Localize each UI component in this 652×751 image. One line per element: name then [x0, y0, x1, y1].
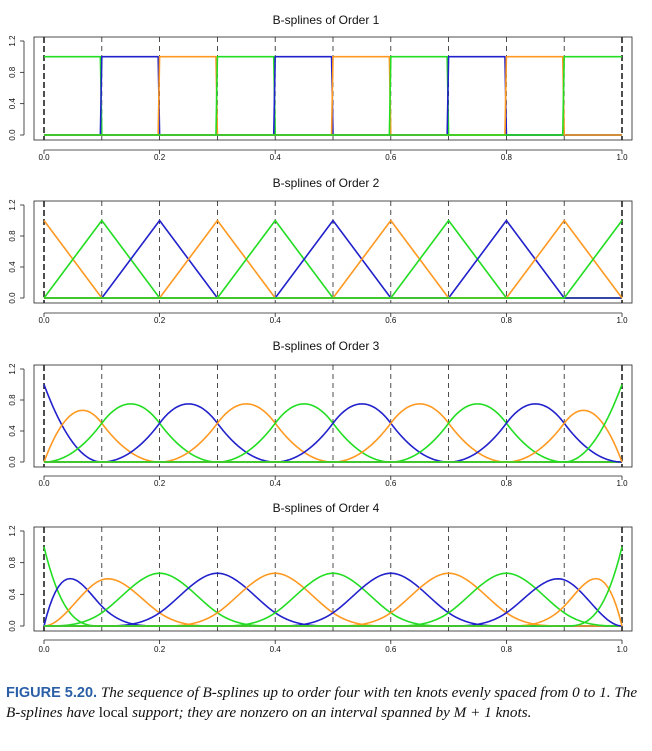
plot-frame [33, 200, 633, 304]
chart-panel-order-3: B-splines of Order 3 0.0 0.2 0.4 0.6 0.8 1.0 0.… [8, 339, 633, 488]
x-tick-label: 0.4 [270, 645, 282, 654]
y-tick-label: 0.4 [8, 588, 17, 600]
y-tick-label: 0.8 [8, 394, 17, 406]
x-tick-label: 0.0 [38, 153, 50, 162]
chart-title: B-splines of Order 4 [273, 501, 380, 515]
x-tick-label: 0.8 [501, 316, 513, 325]
caption-text-3: knots. [491, 704, 532, 721]
figure-label: FIGURE 5.20. [6, 685, 98, 701]
x-tick-label: 0.8 [501, 479, 513, 488]
x-tick-label: 0.0 [38, 316, 50, 325]
y-tick-label: 1.2 [8, 525, 17, 537]
x-tick-label: 1.0 [616, 479, 628, 488]
chart-panel-order-4: B-splines of Order 4 0.0 0.2 0.4 0.6 0.8 1.0 0.… [8, 501, 633, 654]
y-tick-label: 1.2 [8, 35, 17, 47]
y-tick-label: 0.0 [8, 292, 17, 304]
y-tick-label: 1.2 [8, 363, 17, 375]
x-tick-label: 0.0 [38, 645, 50, 654]
x-tick-label: 0.4 [270, 153, 282, 162]
x-tick-label: 0.6 [385, 645, 397, 654]
basis-curve-11 [44, 220, 623, 299]
basis-curve-2 [43, 409, 622, 463]
caption-text-2: support; they are nonzero on an interval… [128, 704, 454, 721]
basis-curve-13 [44, 546, 623, 627]
y-tick-label: 0.4 [8, 98, 17, 110]
x-tick-label: 0.4 [270, 316, 282, 325]
x-tick-label: 0.6 [385, 479, 397, 488]
y-tick-label: 0.0 [8, 129, 17, 141]
plot-frame [33, 526, 633, 632]
caption-text-1: The sequence of B-splines up to order fo… [6, 684, 638, 721]
y-tick-label: 0.0 [8, 456, 17, 468]
y-tick-label: 0.0 [8, 620, 17, 632]
plot-frame [33, 364, 633, 468]
x-tick-label: 0.4 [270, 479, 282, 488]
x-tick-label: 0.2 [154, 153, 166, 162]
y-tick-label: 0.4 [8, 425, 17, 437]
basis-curve-11 [44, 409, 623, 463]
x-tick-label: 1.0 [616, 316, 628, 325]
y-tick-label: 0.8 [8, 230, 17, 242]
chart-title: B-splines of Order 1 [273, 13, 380, 27]
chart-title: B-splines of Order 3 [273, 339, 380, 353]
x-tick-label: 1.0 [616, 645, 628, 654]
figure-panels: B-splines of Order 1 0.0 0.2 0.4 0.6 0.8 1.0 0.… [8, 13, 633, 654]
chart-panel-order-2: B-splines of Order 2 0.0 0.2 0.4 0.6 0.8 1.0 0.… [8, 176, 633, 325]
basis-curve-12 [44, 384, 623, 463]
y-tick-label: 0.8 [8, 66, 17, 78]
basis-curve-10 [44, 55, 622, 136]
figure-caption: FIGURE 5.20. The sequence of B-splines u… [6, 683, 648, 723]
x-tick-label: 0.8 [501, 645, 513, 654]
y-tick-label: 1.2 [8, 199, 17, 211]
x-tick-label: 0.6 [385, 153, 397, 162]
chart-panel-order-1: B-splines of Order 1 0.0 0.2 0.4 0.6 0.8 1.0 0.… [8, 13, 633, 162]
chart-title: B-splines of Order 2 [273, 176, 380, 190]
x-tick-label: 0.6 [385, 316, 397, 325]
caption-local-support: local [98, 704, 129, 721]
x-tick-label: 0.0 [38, 479, 50, 488]
caption-math: M + 1 [453, 704, 492, 721]
y-tick-label: 0.4 [8, 261, 17, 273]
x-tick-label: 0.2 [154, 479, 166, 488]
x-tick-label: 0.8 [501, 153, 513, 162]
y-tick-label: 0.8 [8, 557, 17, 569]
x-tick-label: 0.2 [154, 316, 166, 325]
x-tick-label: 0.2 [154, 645, 166, 654]
x-tick-label: 1.0 [616, 153, 628, 162]
bspline-figure: B-splines of Order 1 0.0 0.2 0.4 0.6 0.8 1.0 0.… [8, 13, 633, 654]
